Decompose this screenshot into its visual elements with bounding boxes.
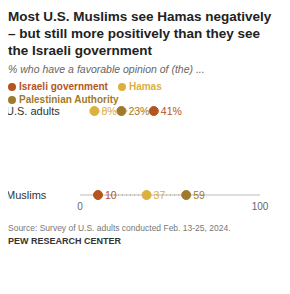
html-text:Most U.S. Muslims see Hamas ne: Most U.S. Muslims see Hamas negatively –… [8,9,272,58]
svg-text:U.S. adults: U.S. adults [8,105,60,117]
svg-text:23%: 23% [128,105,149,117]
html-text:Palestinian Authority: Palestinian Authority [19,94,119,105]
html-text:PEW RESEARCH CENTER: PEW RESEARCH CENTER [8,236,121,246]
svg-text:Muslims: Muslims [8,189,47,201]
svg-text:0: 0 [77,201,83,212]
svg-text:41%: 41% [161,105,182,117]
svg-text:100: 100 [252,201,269,212]
svg-text:59: 59 [193,189,205,201]
html-text:Hamas: Hamas [128,81,162,92]
html-text:Source: Survey of U.S. adults: Source: Survey of U.S. adults conducted … [8,223,231,233]
svg-text:10: 10 [105,189,117,201]
svg-text:37: 37 [154,189,166,201]
html-text:% who have a favorable opinion: % who have a favorable opinion of (the) … [8,63,205,75]
svg-text:8%: 8% [101,105,116,117]
html-text:Israeli government: Israeli government [19,81,108,92]
